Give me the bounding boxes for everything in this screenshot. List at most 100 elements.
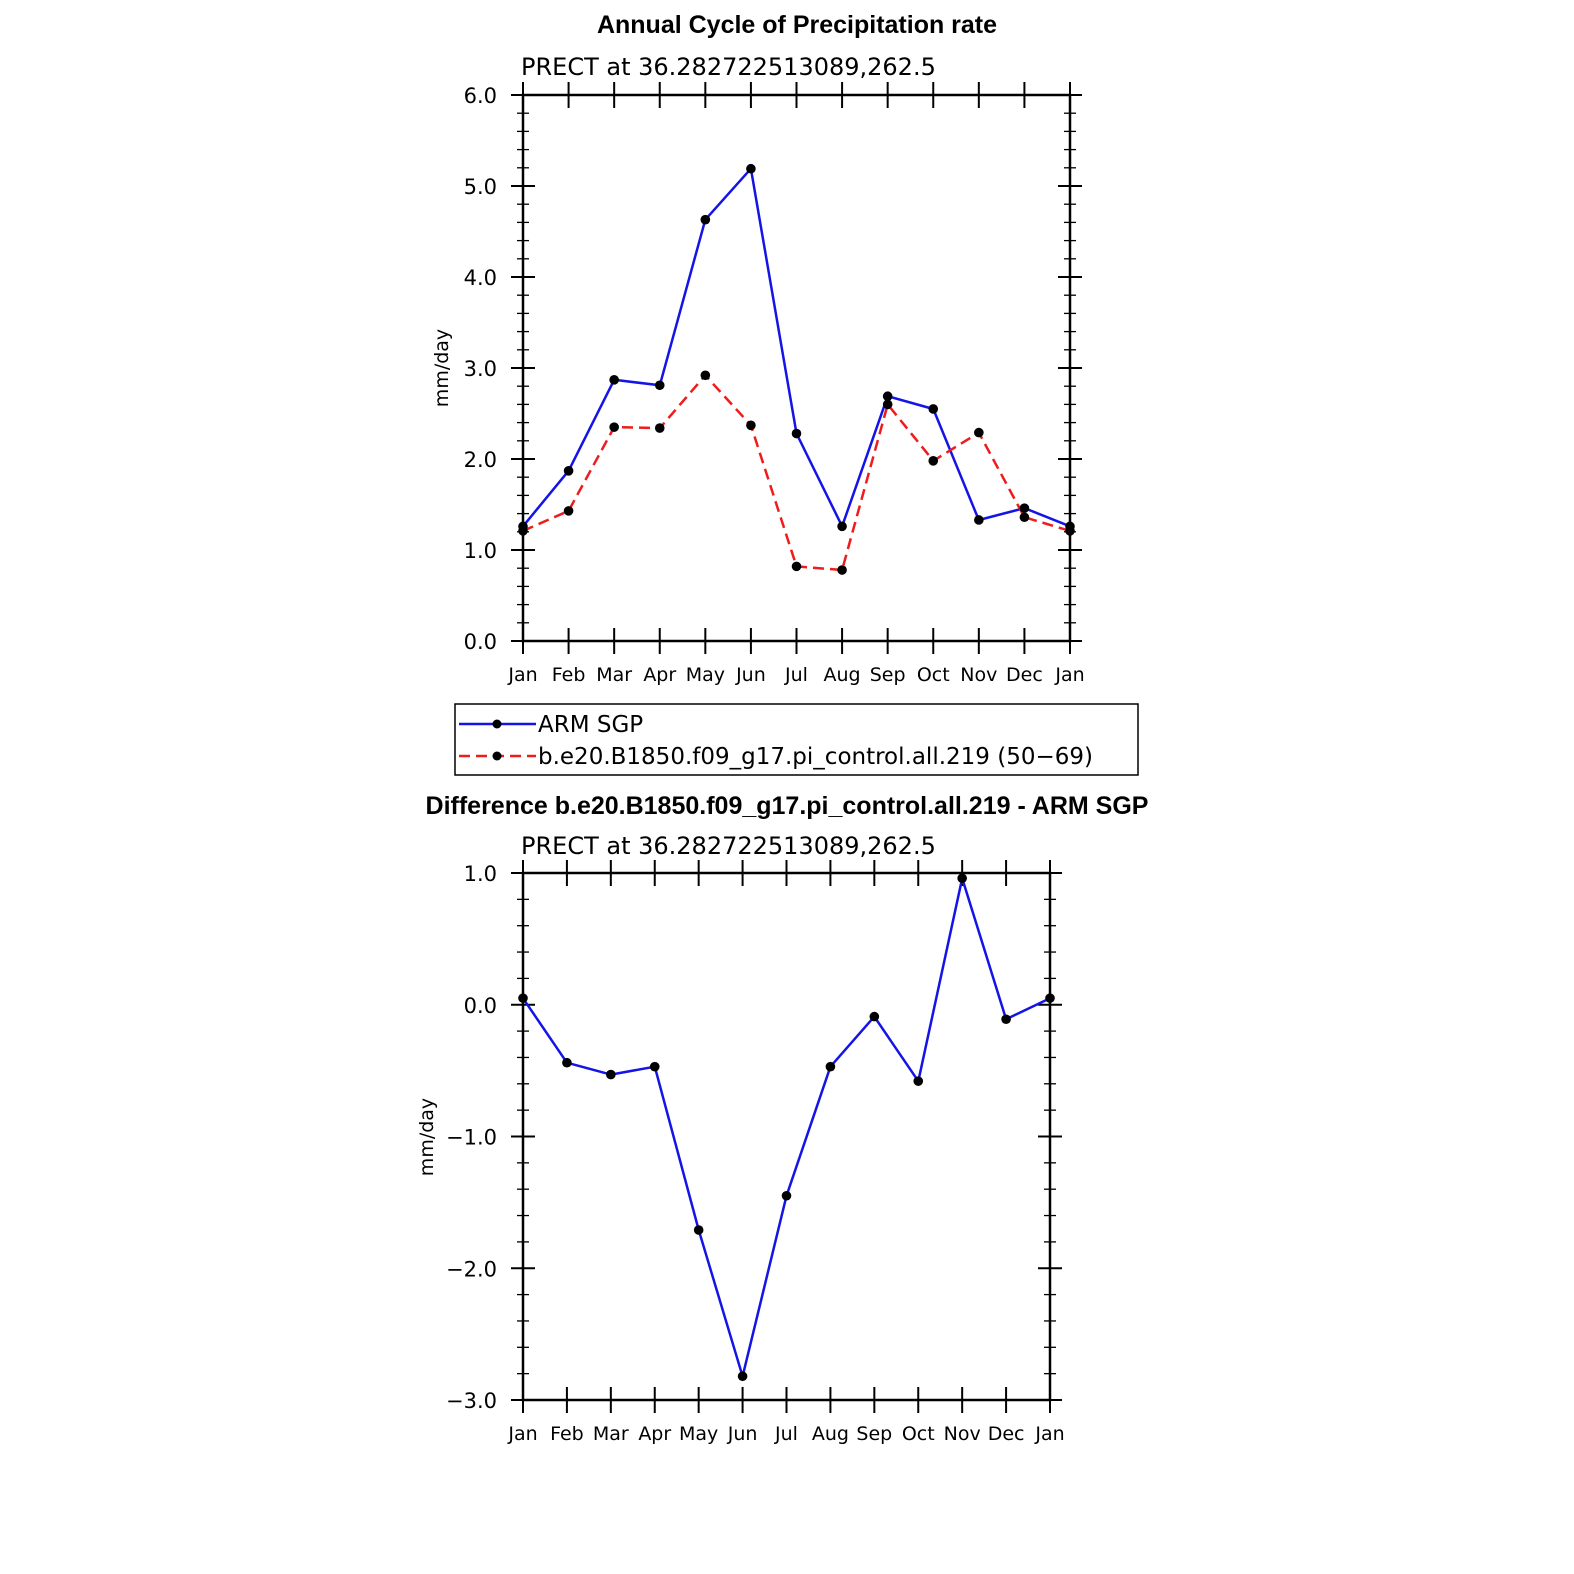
data-point	[609, 422, 619, 432]
data-point	[957, 873, 967, 884]
data-point	[1065, 526, 1075, 536]
data-point	[563, 506, 574, 516]
data-point	[518, 526, 528, 536]
chart1-tick-labels: 0.0 1.0 2.0 3.0 4.0 5.0 6.0 Jan Feb Mar Apr May Jun J…	[464, 84, 1085, 686]
data-point	[837, 565, 847, 575]
chart1-axes	[511, 82, 1082, 654]
x-tick-label: Apr	[638, 1423, 671, 1445]
data-point	[837, 521, 847, 532]
plot-frame	[521, 871, 1052, 1402]
x-tick-label: Jul	[784, 664, 808, 686]
data-point	[791, 561, 802, 572]
plot-frame	[521, 93, 1072, 643]
data-point	[606, 1069, 616, 1080]
data-point	[737, 1371, 748, 1382]
x-tick-label: Aug	[812, 1423, 849, 1445]
series-line-0	[521, 877, 1051, 1378]
data-point	[649, 1061, 660, 1072]
x-tick-label: Jul	[774, 1423, 798, 1445]
difference-chart: Difference b.e20.B1850.f09_g17.pi_contro…	[416, 792, 1148, 1445]
series-line-1	[522, 374, 1071, 572]
data-point	[609, 375, 619, 385]
chart2-title: Difference b.e20.B1850.f09_g17.pi_contro…	[426, 792, 1149, 820]
data-point	[1001, 1014, 1011, 1025]
y-tick-label: 1.0	[464, 862, 497, 886]
data-point	[518, 993, 528, 1003]
legend-item-model: b.e20.B1850.f09_g17.pi_control.all.219 (…	[459, 744, 1093, 770]
y-tick-label: 2.0	[464, 448, 497, 472]
data-point	[700, 370, 711, 381]
x-tick-label: Mar	[593, 1423, 629, 1445]
series-line-0	[522, 167, 1071, 528]
x-tick-label: Aug	[824, 664, 861, 686]
x-tick-label: Jun	[735, 664, 766, 686]
x-tick-label: May	[679, 1423, 718, 1445]
x-tick-label: Jun	[727, 1423, 758, 1445]
data-point	[654, 423, 665, 433]
data-point	[882, 391, 893, 402]
legend-label-model: b.e20.B1850.f09_g17.pi_control.all.219 (…	[538, 744, 1093, 770]
data-point	[928, 456, 939, 466]
y-tick-label: 1.0	[464, 539, 497, 563]
data-point	[1045, 993, 1055, 1003]
data-point	[913, 1076, 924, 1086]
chart2-series	[518, 873, 1055, 1382]
x-tick-label: Oct	[902, 1423, 935, 1445]
y-tick-label: 0.0	[464, 630, 497, 654]
x-tick-label: Dec	[988, 1423, 1025, 1445]
data-point	[825, 1061, 836, 1072]
data-point	[974, 515, 984, 525]
x-tick-label: Jan	[507, 664, 537, 686]
y-tick-label: −3.0	[446, 1389, 497, 1413]
legend: ARM SGP b.e20.B1850.f09_g17.pi_control.a…	[454, 703, 1139, 776]
y-tick-label: 4.0	[464, 266, 497, 290]
chart1-subtitle: PRECT at 36.282722513089,262.5	[521, 53, 936, 81]
legend-item-arm: ARM SGP	[459, 712, 643, 738]
data-point	[1019, 512, 1030, 523]
data-point	[654, 380, 665, 391]
x-tick-label: Jan	[1054, 664, 1084, 686]
legend-label-arm: ARM SGP	[538, 712, 643, 738]
data-point	[700, 214, 711, 225]
x-tick-label: Nov	[944, 1423, 981, 1445]
data-point	[693, 1225, 704, 1235]
y-tick-label: 0.0	[464, 994, 497, 1018]
x-tick-label: Sep	[870, 664, 906, 686]
chart1-series	[518, 163, 1075, 575]
x-tick-label: Jan	[1034, 1423, 1064, 1445]
x-tick-label: Nov	[960, 664, 997, 686]
x-tick-label: Dec	[1006, 664, 1043, 686]
data-point	[791, 428, 802, 439]
x-tick-label: Jan	[507, 1423, 537, 1445]
data-point	[1019, 503, 1030, 513]
x-tick-label: Apr	[643, 664, 676, 686]
chart2-subtitle: PRECT at 36.282722513089,262.5	[521, 832, 936, 860]
x-tick-label: Feb	[552, 664, 586, 686]
x-tick-label: May	[686, 664, 725, 686]
chart2-y-axis-title: mm/day	[416, 1098, 438, 1176]
y-tick-label: 5.0	[464, 175, 497, 199]
legend-box	[454, 703, 1139, 776]
legend-marker-arm	[492, 719, 502, 729]
annual-cycle-chart: Annual Cycle of Precipitation rate PRECT…	[431, 11, 1085, 686]
y-tick-label: 3.0	[464, 357, 497, 381]
data-point	[974, 427, 984, 438]
x-tick-label: Oct	[917, 664, 950, 686]
y-tick-label: 6.0	[464, 84, 497, 108]
chart1-title: Annual Cycle of Precipitation rate	[597, 11, 997, 39]
data-point	[928, 404, 939, 414]
y-tick-label: −1.0	[446, 1126, 497, 1150]
data-point	[562, 1057, 572, 1068]
data-point	[869, 1011, 880, 1022]
data-point	[746, 163, 756, 174]
data-point	[882, 399, 893, 410]
legend-marker-model	[492, 751, 502, 761]
x-tick-label: Mar	[596, 664, 632, 686]
data-point	[746, 420, 756, 431]
chart2-tick-labels: −3.0 −2.0 −1.0 0.0 1.0 Jan Feb Mar Apr May Jun Jul A…	[446, 862, 1065, 1445]
x-tick-label: Feb	[550, 1423, 584, 1445]
y-tick-label: −2.0	[446, 1257, 497, 1281]
data-point	[781, 1190, 792, 1201]
chart2-axes	[511, 860, 1062, 1413]
